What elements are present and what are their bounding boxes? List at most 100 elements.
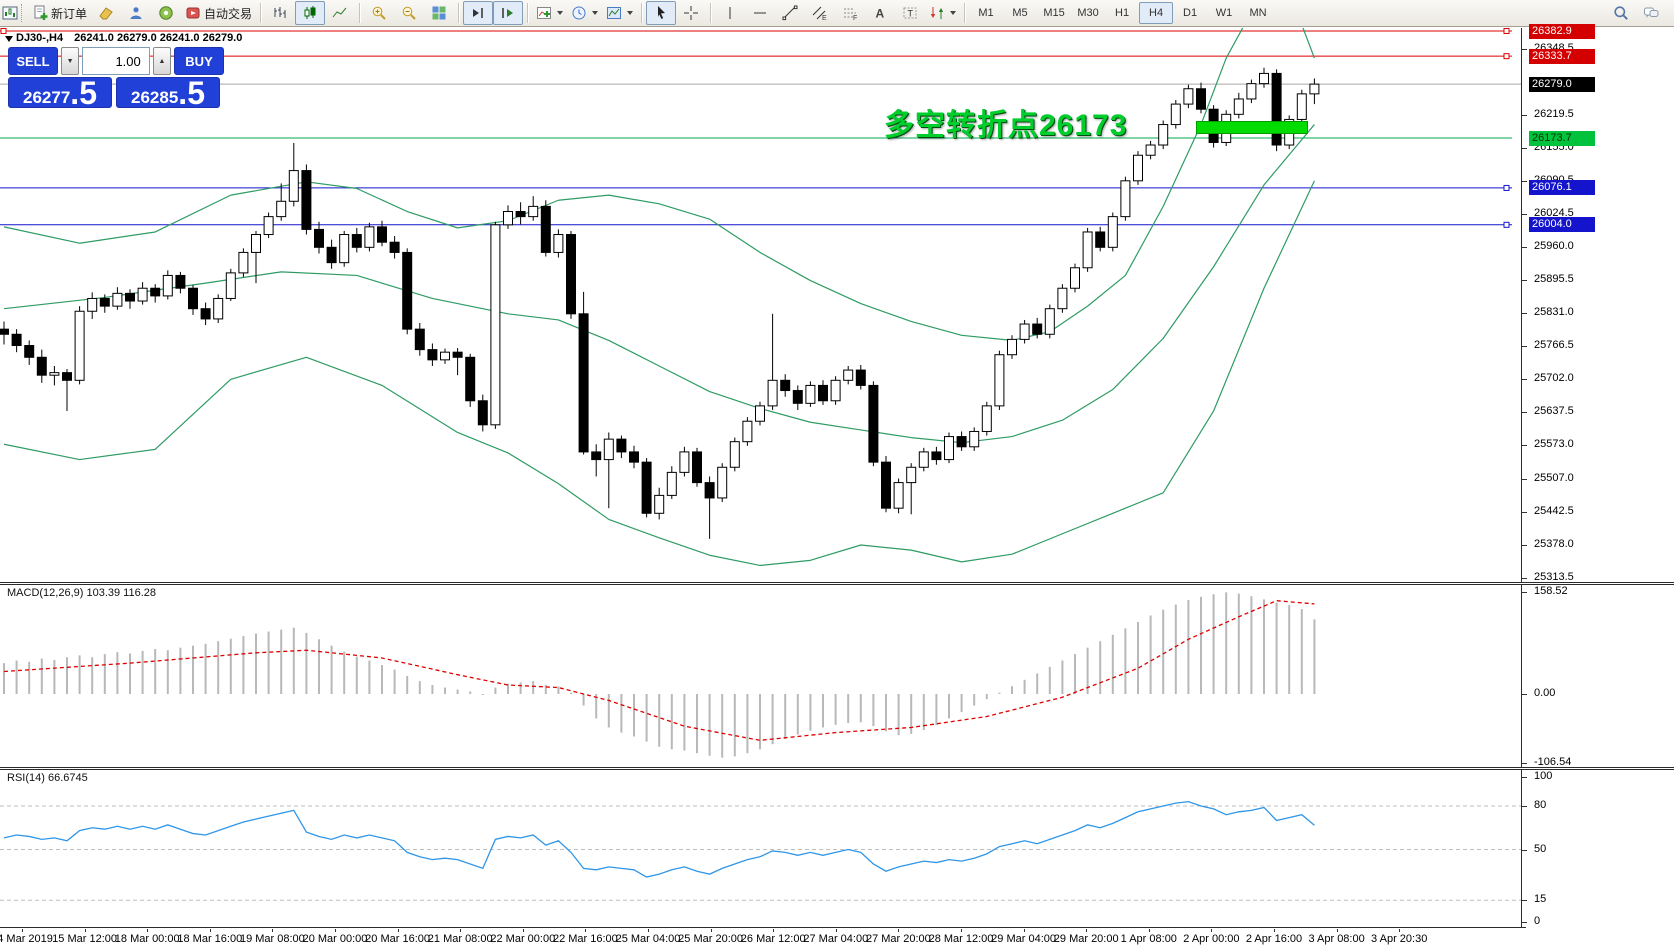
rsi-pane-separator[interactable] [0, 767, 1674, 770]
macd-axis-label: 0.00 [1534, 687, 1556, 699]
chart-shift-icon [470, 5, 486, 21]
sell-price-frac: .5 [70, 74, 97, 111]
timeframe-w1-button[interactable]: W1 [1207, 2, 1241, 24]
lot-increase-button[interactable]: ▲ [152, 47, 172, 75]
zoom-in-icon [371, 5, 387, 21]
erase-button[interactable] [91, 1, 121, 25]
zoom-in-button[interactable] [364, 1, 394, 25]
trendline-tool-button[interactable] [775, 1, 805, 25]
time-tick-label: 26 Mar 12:00 [740, 933, 806, 945]
price-tick-label: 25895.5 [1534, 273, 1574, 286]
time-tick-mark [1023, 929, 1025, 932]
fibonacci-icon: F [842, 5, 858, 22]
time-tick-mark [1274, 929, 1275, 932]
timeframe-d1-button[interactable]: D1 [1173, 2, 1207, 24]
macd-pane-separator[interactable] [0, 582, 1674, 585]
time-tick-mark [22, 929, 23, 932]
timeframe-m5-button[interactable]: M5 [1003, 2, 1037, 24]
axis-tick-mark [1522, 313, 1527, 315]
timeframe-h1-button[interactable]: H1 [1105, 2, 1139, 24]
timeframe-label: M1 [978, 7, 994, 19]
toolbar-separator [359, 3, 361, 23]
chart-annotation[interactable]: 多空转折点26173 [884, 109, 1128, 142]
sell-button[interactable]: SELL [8, 47, 58, 75]
lot-decrease-button[interactable]: ▼ [60, 47, 80, 75]
toolbar-separator [710, 3, 712, 23]
tile-windows-button[interactable] [424, 1, 454, 25]
new-order-icon [32, 5, 48, 21]
trendline-icon [782, 5, 798, 21]
time-tick-label: 28 Mar 12:00 [928, 933, 994, 945]
equidistant-channel-icon: E [812, 5, 828, 22]
profile-button[interactable] [121, 1, 151, 25]
axis-tick-mark [1522, 762, 1527, 764]
sell-price-display[interactable]: 26277 .5 [8, 74, 112, 111]
one-click-trading-panel: SELL ▼ 1.00 ▲ BUY 26277 .5 26285 .5 [8, 47, 224, 111]
search-button[interactable] [1606, 1, 1636, 25]
broadcast-icon [158, 5, 174, 21]
time-tick-mark [835, 929, 837, 932]
auto-trading-label: 自动交易 [204, 6, 253, 21]
new-order-button[interactable]: 新订单 [28, 1, 91, 25]
price-line-label: 26076.1 [1529, 180, 1595, 196]
vertical-line-tool-button[interactable] [715, 1, 745, 25]
timeframe-h4-button[interactable]: H4 [1139, 2, 1174, 24]
buy-price-display[interactable]: 26285 .5 [116, 77, 220, 109]
buy-button[interactable]: BUY [174, 47, 224, 75]
auto-trading-button[interactable]: 自动交易 [181, 1, 256, 25]
bar-chart-type-button[interactable] [265, 1, 295, 25]
new-order-label: 新订单 [51, 6, 88, 21]
time-tick-label: 18 Mar 16:00 [177, 933, 243, 945]
axis-tick-mark [1522, 591, 1527, 593]
chat-icon [1643, 5, 1659, 21]
timeframe-m1-button[interactable]: M1 [969, 2, 1003, 24]
broadcast-button[interactable] [151, 1, 181, 25]
lot-size-input[interactable]: 1.00 [82, 47, 150, 75]
fibonacci-tool-button[interactable]: F [835, 1, 865, 25]
axis-tick-mark [1522, 445, 1527, 447]
axis-tick-mark [1522, 412, 1527, 414]
title-triangle-icon[interactable] [5, 36, 13, 42]
text-label-tool-button[interactable]: T [895, 1, 925, 25]
text-tool-button[interactable]: A [865, 1, 895, 25]
timeframe-m15-button[interactable]: M15 [1037, 2, 1071, 24]
main-toolbar: 新订单 自动交易 [0, 0, 1674, 27]
auto-scroll-button[interactable] [493, 1, 524, 25]
chart-canvas[interactable] [0, 28, 1521, 929]
timeframe-m30-button[interactable]: M30 [1071, 2, 1105, 24]
indicators-dropdown-button[interactable] [532, 1, 567, 25]
chat-button[interactable] [1636, 1, 1666, 25]
time-tick-mark [961, 929, 962, 932]
axis-tick-mark [1522, 280, 1527, 282]
time-tick-mark [710, 929, 712, 932]
line-chart-type-button[interactable] [325, 1, 355, 25]
macd-axis-label: 158.52 [1534, 584, 1568, 597]
chart-title-ohlc: 26241.0 26279.0 26241.0 26279.0 [74, 32, 243, 44]
crosshair-tool-button[interactable] [676, 1, 706, 25]
axis-tick-mark [1522, 512, 1527, 514]
highlight-bar[interactable] [1196, 121, 1308, 134]
chart-shift-button[interactable] [463, 1, 494, 25]
price-axis[interactable]: 26348.526219.526155.026090.526024.525960… [1522, 0, 1674, 949]
timeframe-mn-button[interactable]: MN [1241, 2, 1275, 24]
time-tick-mark [147, 929, 149, 932]
horizontal-line-tool-button[interactable] [745, 1, 775, 25]
time-tick-label: 27 Mar 20:00 [865, 933, 931, 945]
periods-dropdown-button[interactable] [567, 1, 602, 25]
price-line-label: 26004.0 [1529, 217, 1595, 233]
arrows-dropdown-button[interactable] [925, 1, 960, 25]
candlestick-chart-type-button[interactable] [295, 1, 326, 25]
time-tick-label: 15 Mar 12:00 [52, 933, 118, 945]
channel-tool-button[interactable]: E [805, 1, 835, 25]
price-tick-label: 25960.0 [1534, 240, 1574, 253]
axis-tick-mark [1522, 849, 1527, 851]
axis-tick-mark [1522, 214, 1527, 216]
templates-dropdown-button[interactable] [602, 1, 637, 25]
price-axis-border [1521, 28, 1522, 928]
axis-tick-mark [1522, 777, 1527, 778]
zoom-out-button[interactable] [394, 1, 424, 25]
cursor-tool-button[interactable] [646, 1, 677, 25]
timeframe-label: H4 [1149, 7, 1164, 19]
time-tick-label: 1 Apr 08:00 [1120, 933, 1177, 945]
